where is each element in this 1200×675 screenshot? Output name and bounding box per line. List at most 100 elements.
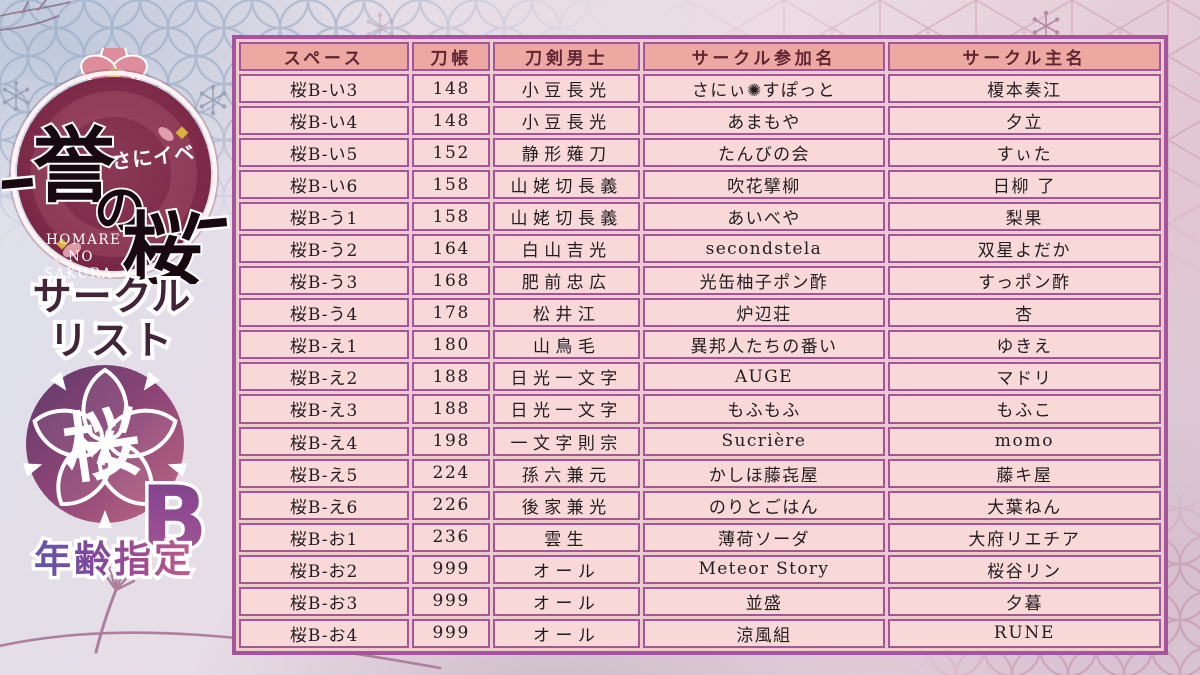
cell-owner-name: もふこ	[887, 394, 1161, 424]
cell-swordsman: オール	[493, 586, 640, 616]
cell-circle-name: もふもふ	[642, 394, 885, 424]
cell-circle-name: 吹花擘柳	[642, 170, 885, 200]
cell-space: 桜B-お4	[239, 618, 410, 648]
age-restriction-label: 年齢指定	[31, 535, 195, 585]
cell-toucho: 999	[412, 586, 491, 616]
cell-swordsman: 松井江	[493, 298, 640, 328]
cell-toucho: 148	[412, 74, 491, 104]
header-space: スペース	[239, 42, 410, 71]
cell-space: 桜B-い6	[239, 170, 410, 200]
sidebar: 誉 の 桜 さにイベ HOMARE NO SAKURA サークル リスト	[0, 0, 232, 675]
cell-circle-name: 並盛	[642, 586, 885, 616]
table-row: 桜B-う1 158 山姥切長義 あいべや 梨果	[239, 202, 1161, 232]
cell-toucho: 188	[412, 362, 491, 392]
cell-swordsman: 白山吉光	[493, 234, 640, 264]
cell-space: 桜B-お1	[239, 522, 410, 552]
cell-swordsman: 日光一文字	[493, 394, 640, 424]
cell-space: 桜B-え4	[239, 426, 410, 456]
table-row: 桜B-え4 198 一文字則宗 Sucrière momo	[239, 426, 1161, 456]
cell-swordsman: オール	[493, 618, 640, 648]
cell-space: 桜B-う1	[239, 202, 410, 232]
cell-space: 桜B-お3	[239, 586, 410, 616]
cell-toucho: 158	[412, 170, 491, 200]
table-row: 桜B-い5 152 静形薙刀 たんびの会 すぃた	[239, 138, 1161, 168]
cell-space: 桜B-う3	[239, 266, 410, 296]
cell-toucho: 999	[412, 618, 491, 648]
cell-toucho: 236	[412, 522, 491, 552]
cell-swordsman: 小豆長光	[493, 106, 640, 136]
cell-owner-name: 榎本奏江	[887, 74, 1161, 104]
cell-owner-name: 梨果	[887, 202, 1161, 232]
cell-toucho: 226	[412, 490, 491, 520]
cell-swordsman: 静形薙刀	[493, 138, 640, 168]
cell-circle-name: たんびの会	[642, 138, 885, 168]
table-row: 桜B-う4 178 松井江 炉辺荘杏	[239, 298, 1161, 328]
cell-swordsman: オール	[493, 554, 640, 584]
table-row: 桜B-え6 226 後家兼光 のりとごはん 大葉ねん	[239, 490, 1161, 520]
cell-swordsman: 山姥切長義	[493, 202, 640, 232]
cell-swordsman: 一文字則宗	[493, 426, 640, 456]
logo-romaji-1: HOMARE	[46, 232, 121, 248]
logo-romaji-2: NO	[68, 249, 94, 265]
cell-circle-name: Sucrière	[642, 426, 885, 456]
cell-toucho: 224	[412, 458, 491, 488]
cell-circle-name: Meteor Story	[642, 554, 885, 584]
cell-owner-name: すぃた	[887, 138, 1161, 168]
cell-owner-name: 藤キ屋	[887, 458, 1161, 488]
cell-swordsman: 雲生	[493, 522, 640, 552]
cell-toucho: 164	[412, 234, 491, 264]
table-row: 桜B-お1 236 雲生 薄荷ソーダ 大府リエチア	[239, 522, 1161, 552]
table-header-row: スペース 刀帳 刀剣男士 サークル参加名 サークル主名	[239, 42, 1161, 71]
header-swordsman: 刀剣男士	[493, 42, 640, 71]
cell-swordsman: 肥前忠広	[493, 266, 640, 296]
cell-toucho: 152	[412, 138, 491, 168]
sakura-petal-outlines	[22, 367, 188, 528]
age-restriction-text: 年齢指定	[34, 538, 194, 581]
header-toucho: 刀帳	[412, 42, 491, 71]
cell-space: 桜B-え1	[239, 330, 410, 360]
cell-circle-name: secondstela	[642, 234, 885, 264]
badge-letter: B	[140, 467, 207, 558]
header-owner-name: サークル主名	[887, 42, 1161, 71]
cell-space: 桜B-お2	[239, 554, 410, 584]
cell-space: 桜B-う2	[239, 234, 410, 264]
cell-circle-name: あまもや	[642, 106, 885, 136]
cell-owner-name: 夕暮	[887, 586, 1161, 616]
cell-circle-name: あいべや	[642, 202, 885, 232]
cell-toucho: 148	[412, 106, 491, 136]
cell-toucho: 158	[412, 202, 491, 232]
cell-swordsman: 山鳥毛	[493, 330, 640, 360]
table-row: 桜B-え1 180 山鳥毛 異邦人たちの番い ゆきえ	[239, 330, 1161, 360]
table-row: 桜B-え2 188 日光一文字 AUGE マドリ	[239, 362, 1161, 392]
cell-space: 桜B-う4	[239, 298, 410, 328]
cell-toucho: 168	[412, 266, 491, 296]
cell-swordsman: 後家兼光	[493, 490, 640, 520]
cell-owner-name: 日柳 了	[887, 170, 1161, 200]
block-badge: 桜 B	[22, 365, 211, 558]
cell-owner-name: 大府リエチア	[887, 522, 1161, 552]
cell-circle-name: かしほ藤㐂屋	[642, 458, 885, 488]
cell-swordsman: 山姥切長義	[493, 170, 640, 200]
table-row: 桜B-い4 148 小豆長光 あまもや 夕立	[239, 106, 1161, 136]
cell-owner-name: RUNE	[887, 618, 1161, 648]
cell-owner-name: 大葉ねん	[887, 490, 1161, 520]
cell-owner-name: 夕立	[887, 106, 1161, 136]
small-asterisk-icon	[53, 257, 63, 265]
cell-toucho: 180	[412, 330, 491, 360]
cell-space: 桜B-え6	[239, 490, 410, 520]
logo-kanji-2: の	[94, 180, 146, 241]
cell-owner-name: momo	[887, 426, 1161, 456]
cell-toucho: 999	[412, 554, 491, 584]
cell-circle-name: 炉辺荘	[642, 298, 885, 328]
table-row: 桜B-う2 164 白山吉光 secondstela 双星よだか	[239, 234, 1161, 264]
cell-space: 桜B-え3	[239, 394, 410, 424]
cell-circle-name: 異邦人たちの番い	[642, 330, 885, 360]
cell-space: 桜B-い5	[239, 138, 410, 168]
table-row: 桜B-え3 188 日光一文字 もふもふ もふこ	[239, 394, 1161, 424]
cell-space: 桜B-え2	[239, 362, 410, 392]
cell-circle-name: さにぃ✺すぽっと	[642, 74, 885, 104]
circle-list-table: スペース 刀帳 刀剣男士 サークル参加名 サークル主名 桜B-い3 148 小豆長光…	[232, 35, 1168, 655]
cell-circle-name: 光缶柚子ポン酢	[642, 266, 885, 296]
cell-swordsman: 小豆長光	[493, 74, 640, 104]
